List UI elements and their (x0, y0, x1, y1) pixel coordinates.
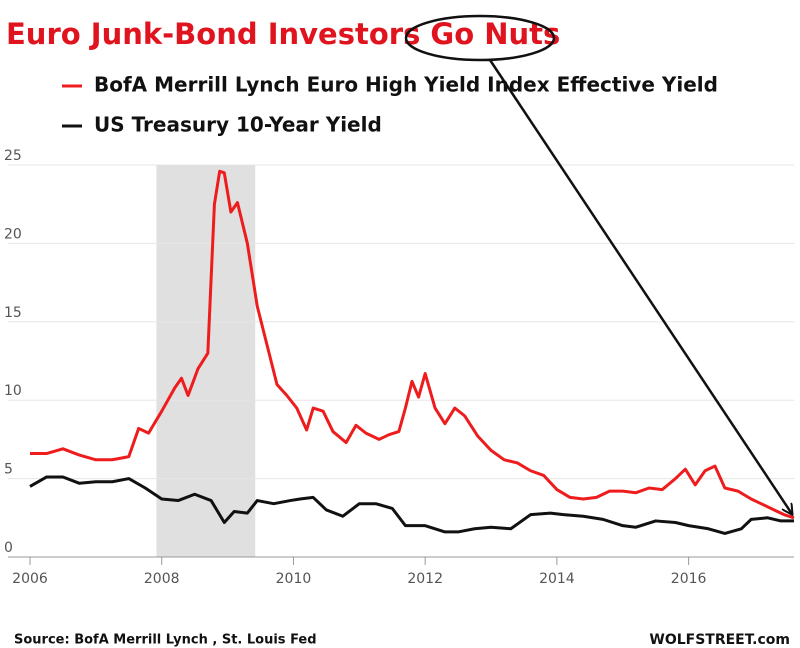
source: Source: BofA Merrill Lynch , St. Louis F… (14, 633, 317, 648)
shaded-range (156, 165, 256, 557)
y-tick-label: 0 (4, 540, 13, 556)
annotation-ellipse (404, 14, 556, 62)
y-tick-label: 15 (4, 305, 22, 321)
x-tick-label: 2016 (671, 571, 707, 587)
x-tick-label: 2010 (276, 571, 312, 587)
annotation-arrow (488, 59, 792, 514)
x-tick-label: 2008 (144, 571, 180, 587)
legend-label: BofA Merrill Lynch Euro High Yield Index… (94, 73, 718, 97)
legend-label: US Treasury 10-Year Yield (94, 113, 382, 137)
x-tick-label: 2014 (539, 571, 575, 587)
series-line (30, 169, 795, 520)
credit: WOLFSTREET.com (649, 632, 790, 648)
series-line (29, 475, 794, 535)
y-tick-label: 5 (4, 462, 13, 478)
x-tick-label: 2006 (12, 571, 48, 587)
plot-area: 0 5 10 15 20 25 2006 2008 2010 2012 2014 2016 (4, 148, 795, 587)
chart-title: Euro Junk-Bond Investors Go Nuts (6, 17, 560, 51)
y-tick-label: 10 (4, 383, 22, 399)
y-tick-label: 20 (4, 226, 22, 242)
y-tick-label: 25 (4, 148, 22, 164)
x-tick-label: 2012 (407, 571, 443, 587)
